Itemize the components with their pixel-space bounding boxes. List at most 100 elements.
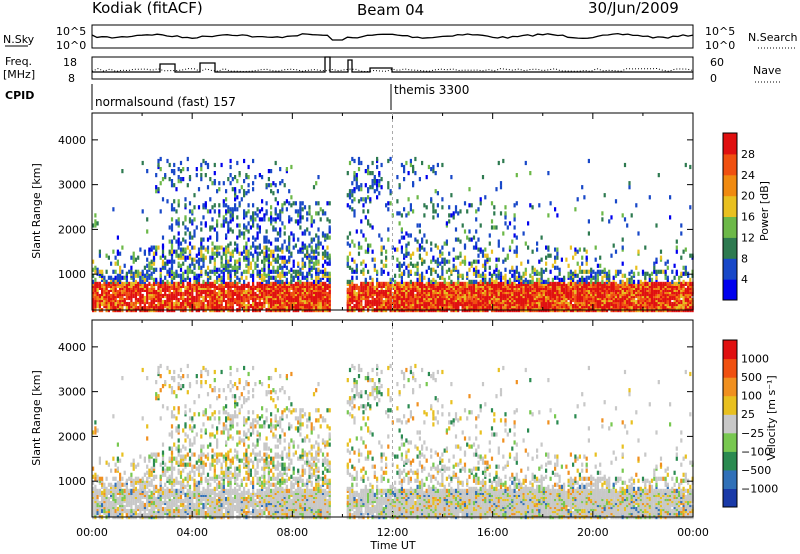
power-cell	[648, 289, 651, 295]
power-cell	[412, 297, 415, 303]
power-cell	[222, 306, 225, 311]
power-cell	[265, 209, 268, 214]
power-cell	[328, 201, 331, 206]
power-cell	[556, 213, 559, 218]
power-cell	[614, 297, 618, 303]
power-cell	[216, 267, 219, 272]
power-cell	[177, 261, 180, 266]
power-cell	[279, 209, 282, 214]
power-cell	[348, 265, 352, 270]
power-cell	[569, 245, 572, 250]
power-cell	[270, 183, 273, 188]
power-cell	[170, 217, 174, 222]
power-cell	[605, 293, 609, 299]
power-cell	[432, 267, 435, 272]
power-cell	[508, 269, 512, 274]
power-cell	[98, 249, 101, 254]
power-cell	[254, 301, 257, 307]
power-cell	[218, 181, 221, 186]
power-cell	[159, 181, 162, 186]
power-cell	[263, 263, 266, 268]
power-cell	[229, 181, 232, 186]
power-cell	[472, 279, 476, 284]
power-cell	[285, 245, 288, 250]
power-cell	[394, 273, 397, 278]
power-cell	[270, 219, 273, 224]
power-cell	[353, 283, 356, 288]
power-cell	[414, 237, 417, 242]
power-cell	[168, 259, 171, 264]
power-cell	[283, 183, 286, 188]
power-cell	[468, 267, 471, 272]
power-cell	[317, 279, 320, 284]
power-cell	[274, 217, 277, 222]
power-cell	[312, 283, 316, 288]
power-cell	[247, 295, 250, 301]
power-cell	[554, 259, 557, 264]
power-cell	[538, 259, 541, 264]
power-cell	[238, 189, 241, 194]
power-cell	[177, 231, 180, 236]
power-cell	[463, 229, 467, 234]
power-cell	[495, 263, 498, 268]
power-cell	[123, 275, 126, 280]
power-cell	[216, 235, 219, 240]
power-cell	[209, 269, 212, 274]
power-cell	[303, 275, 307, 280]
power-cell	[380, 245, 383, 250]
power-cell	[243, 179, 246, 184]
power-cell	[364, 301, 367, 307]
power-cell	[502, 281, 505, 286]
power-cell	[357, 285, 361, 290]
power-cell	[288, 287, 291, 292]
power-cell	[432, 215, 435, 220]
power-cell	[601, 211, 604, 216]
power-cell	[283, 225, 286, 230]
power-cell	[155, 245, 158, 250]
power-cell	[653, 265, 656, 270]
power-cell	[243, 255, 246, 260]
power-cell	[245, 289, 248, 295]
power-cell	[357, 156, 361, 162]
power-cell	[116, 273, 119, 278]
power-cell	[168, 287, 171, 292]
power-cell	[121, 281, 124, 286]
power-cell	[439, 253, 442, 258]
power-cell	[495, 187, 498, 192]
power-cell	[403, 207, 406, 212]
power-cell	[524, 267, 527, 272]
nave-tick-bottom: 0	[710, 72, 717, 85]
power-cell	[107, 255, 110, 260]
power-cell	[227, 221, 230, 226]
power-cell	[247, 175, 250, 180]
power-cell	[430, 241, 433, 246]
power-cell	[353, 197, 356, 202]
power-cell	[308, 205, 311, 210]
power-cell	[367, 243, 370, 248]
power-cell	[527, 259, 530, 264]
power-cell	[114, 255, 117, 260]
power-cell	[452, 281, 455, 286]
power-cell	[524, 295, 527, 301]
power-cell	[324, 235, 327, 240]
power-cell	[635, 265, 638, 270]
power-cell	[290, 251, 293, 256]
power-cell	[288, 189, 291, 194]
power-cell	[206, 237, 210, 242]
power-cell	[493, 279, 496, 284]
power-cell	[587, 219, 590, 224]
power-cell	[646, 281, 649, 286]
power-cell	[292, 259, 295, 264]
power-cell	[256, 245, 259, 250]
power-cell	[522, 231, 525, 236]
power-cell	[249, 245, 252, 250]
power-cell	[610, 281, 613, 286]
power-cell	[396, 306, 399, 311]
power-cell	[315, 211, 318, 216]
power-cell	[200, 306, 203, 311]
power-cell	[669, 295, 672, 301]
power-cell	[351, 181, 354, 186]
power-cell	[432, 203, 435, 208]
power-cell	[468, 237, 471, 242]
power-cell	[405, 265, 408, 270]
